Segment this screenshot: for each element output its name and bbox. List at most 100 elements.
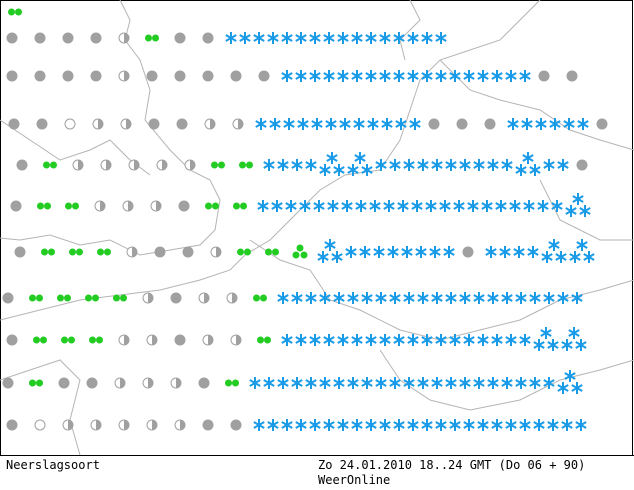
green-dot [205, 202, 212, 210]
green-dot [232, 379, 239, 387]
drizzle-half [120, 118, 132, 130]
drizzle-half [146, 419, 158, 431]
half-fill [238, 119, 243, 129]
half-fill [106, 160, 111, 170]
half-fill [152, 420, 157, 430]
half-fill [96, 420, 101, 430]
showers-green [257, 336, 271, 344]
showers-green [205, 202, 219, 210]
green-dot [72, 202, 79, 210]
rain-dot [16, 159, 28, 171]
green-dot [240, 202, 247, 210]
half-fill [216, 247, 221, 257]
showers-green [211, 161, 225, 169]
half-fill [128, 201, 133, 211]
green-dot [257, 336, 264, 344]
showers-green [43, 161, 57, 169]
rain-dot [174, 334, 186, 346]
drizzle-half [226, 292, 238, 304]
green-dot [265, 248, 272, 256]
rain-dot [86, 377, 98, 389]
green-dot [36, 294, 43, 302]
green-dot [92, 294, 99, 302]
half-fill [162, 160, 167, 170]
drizzle-half [118, 32, 130, 44]
half-fill [124, 335, 129, 345]
half-fill [68, 420, 73, 430]
drizzle-half [184, 159, 196, 171]
rain-dot [230, 70, 242, 82]
showers-green [41, 248, 55, 256]
drizzle-half [198, 292, 210, 304]
green-dot [36, 379, 43, 387]
half-fill [78, 160, 83, 170]
rain-dot [2, 377, 14, 389]
green-dot [113, 294, 120, 302]
green-dot [37, 202, 44, 210]
drizzle-half [100, 159, 112, 171]
half-fill [180, 420, 185, 430]
green-dot [300, 251, 308, 259]
green-dot [225, 379, 232, 387]
drizzle-half [122, 200, 134, 212]
green-dot [29, 294, 36, 302]
green-dot [211, 161, 218, 169]
rain-dot [34, 32, 46, 44]
half-fill [236, 335, 241, 345]
green-dot [104, 248, 111, 256]
green-dot [212, 202, 219, 210]
drizzle-half [90, 419, 102, 431]
drizzle-half [156, 159, 168, 171]
legend-title: Neerslagsoort [6, 458, 100, 472]
green-dot [61, 336, 68, 344]
drizzle-half [204, 118, 216, 130]
green-dot [44, 202, 51, 210]
green-dot [85, 294, 92, 302]
green-dot [43, 161, 50, 169]
showers-green [69, 248, 83, 256]
rain-dot [596, 118, 608, 130]
green-dot [272, 248, 279, 256]
showers-green [33, 336, 47, 344]
green-dot [246, 161, 253, 169]
rain-dot [6, 70, 18, 82]
rain-dot [146, 70, 158, 82]
rain-dot [58, 377, 70, 389]
rain-dot [34, 70, 46, 82]
showers-green [225, 379, 239, 387]
showers-green [65, 202, 79, 210]
drizzle-half [202, 334, 214, 346]
rain-dot [62, 70, 74, 82]
showers-green [97, 248, 111, 256]
showers-green [29, 379, 43, 387]
drizzle-half [62, 419, 74, 431]
rain-dot [6, 419, 18, 431]
green-dot [253, 294, 260, 302]
half-fill [152, 335, 157, 345]
half-fill [148, 293, 153, 303]
green-dot [260, 294, 267, 302]
half-fill [100, 201, 105, 211]
green-dot [244, 248, 251, 256]
rain-dot [174, 32, 186, 44]
showers-green [37, 202, 51, 210]
green-dot [64, 294, 71, 302]
rain-dot [2, 292, 14, 304]
rain-dot [8, 118, 20, 130]
drizzle-half [230, 334, 242, 346]
rain-dot [14, 246, 26, 258]
drizzle-open [34, 419, 46, 431]
green-dot [57, 294, 64, 302]
drizzle-half [146, 334, 158, 346]
drizzle-half [142, 377, 154, 389]
half-fill [124, 420, 129, 430]
rain-dot [62, 32, 74, 44]
half-fill [120, 378, 125, 388]
green-dot [48, 248, 55, 256]
showers-green [57, 294, 71, 302]
rain-dot [148, 118, 160, 130]
half-fill [190, 160, 195, 170]
rain-dot [484, 118, 496, 130]
showers-green [145, 34, 159, 42]
